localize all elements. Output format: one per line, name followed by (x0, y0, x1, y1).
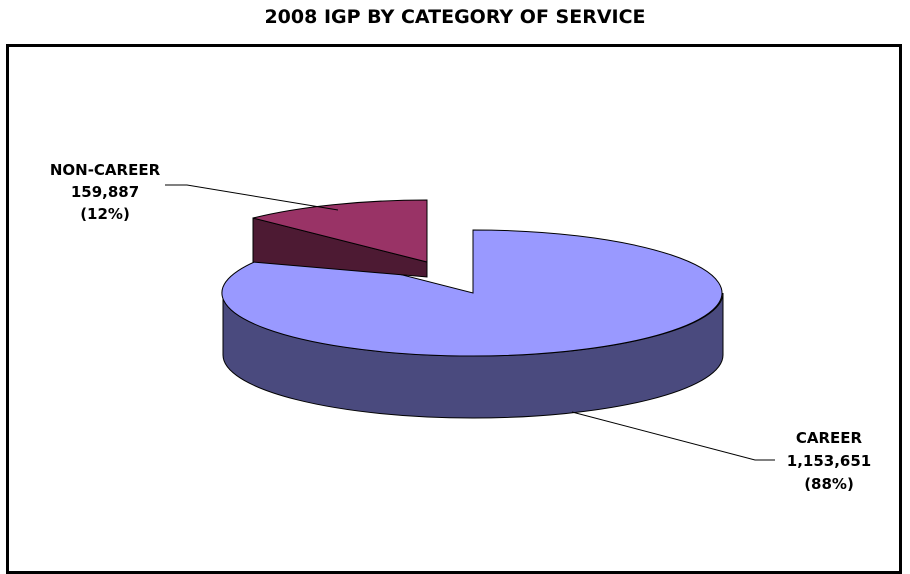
label-career-category: CAREER (796, 429, 863, 447)
leader-line-career (571, 411, 775, 461)
label-noncareer-percent: (12%) (80, 205, 130, 223)
chart-title: 2008 IGP BY CATEGORY OF SERVICE (264, 6, 646, 28)
slice-top-noncareer (252, 199, 428, 263)
leader-line-noncareer (165, 184, 339, 211)
label-noncareer-value: 159,887 (71, 183, 139, 201)
label-noncareer-category: NON-CAREER (50, 161, 161, 179)
label-career-percent: (88%) (804, 475, 854, 493)
label-career-value: 1,153,651 (787, 452, 871, 470)
